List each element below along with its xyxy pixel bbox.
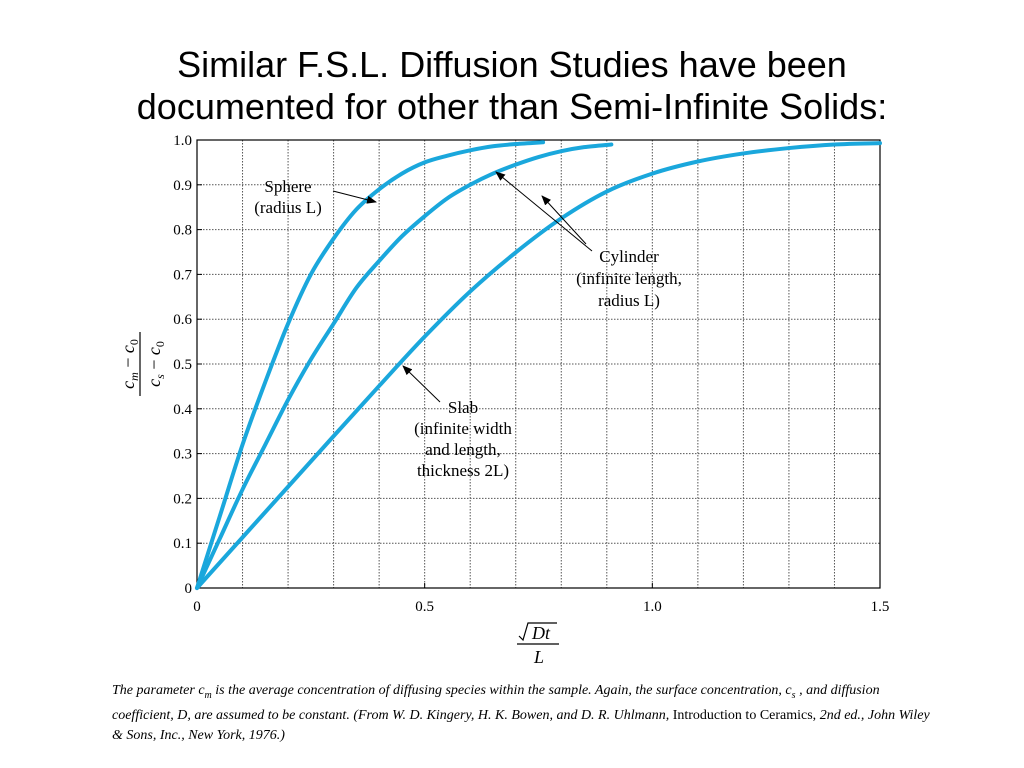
y-tick-label: 0.2 <box>173 491 192 507</box>
sphere-label: Sphere (radius L) <box>254 177 322 217</box>
x-axis-label-denominator: L <box>533 647 544 667</box>
y-tick-label: 0.4 <box>173 402 192 418</box>
x-tick-label: 1.5 <box>871 599 890 615</box>
y-tick-label: 0.3 <box>173 447 192 463</box>
y-tick-label: 0.8 <box>173 223 192 239</box>
label-layer: Sphere (radius L) Cylinder (infinite length… <box>254 171 682 480</box>
y-tick-label: 0.6 <box>173 312 192 328</box>
label-arrow <box>332 190 377 204</box>
y-tick-label: 0.1 <box>173 536 192 552</box>
sphere-curve <box>195 140 546 590</box>
slide-title-line-1: Similar F.S.L. Diffusion Studies have be… <box>177 44 847 85</box>
y-tick-label: 0.9 <box>173 178 192 194</box>
x-tick-label: 0.5 <box>415 599 434 615</box>
slide-title: Similar F.S.L. Diffusion Studies have be… <box>60 44 964 128</box>
grid-layer <box>197 140 880 588</box>
label-arrow <box>402 365 441 403</box>
slide-title-line-2: documented for other than Semi-Infinite … <box>136 86 888 127</box>
cylinder-label: Cylinder (infinite length, radius L) <box>576 247 682 310</box>
y-axis-label-denominator: cs − c0 <box>144 341 167 387</box>
slab-label: Slab (infinite width and length, thickness … <box>414 398 512 480</box>
axis-layer: 0 0.1 0.2 0.3 0.4 0.5 0.6 0.7 0.8 0.9 1.0 0 0.5 1.0 1.… <box>118 133 889 667</box>
label-arrow <box>541 195 587 245</box>
diffusion-chart: 0 0.1 0.2 0.3 0.4 0.5 0.6 0.7 0.8 0.9 1.0 0 0.5 1.0 1.… <box>118 133 889 667</box>
label-arrow <box>495 171 593 252</box>
y-tick-label: 0.5 <box>173 357 192 373</box>
x-axis-label-radical <box>518 622 557 642</box>
y-tick-label: 0.7 <box>173 267 192 283</box>
cylinder-curve <box>195 142 614 590</box>
x-axis-label-numerator: Dt <box>531 623 551 643</box>
x-tick-label: 0 <box>193 599 201 615</box>
slab-curve <box>195 141 882 590</box>
x-tick-label: 1.0 <box>643 599 662 615</box>
y-tick-label: 0 <box>185 581 193 597</box>
series-layer <box>195 140 882 590</box>
y-axis-label-numerator: cm − c0 <box>118 339 141 389</box>
figure-caption: The parameter cm is the average concentr… <box>112 683 930 743</box>
y-tick-label: 1.0 <box>173 133 192 149</box>
x-axis-label: Dt L <box>517 622 559 667</box>
